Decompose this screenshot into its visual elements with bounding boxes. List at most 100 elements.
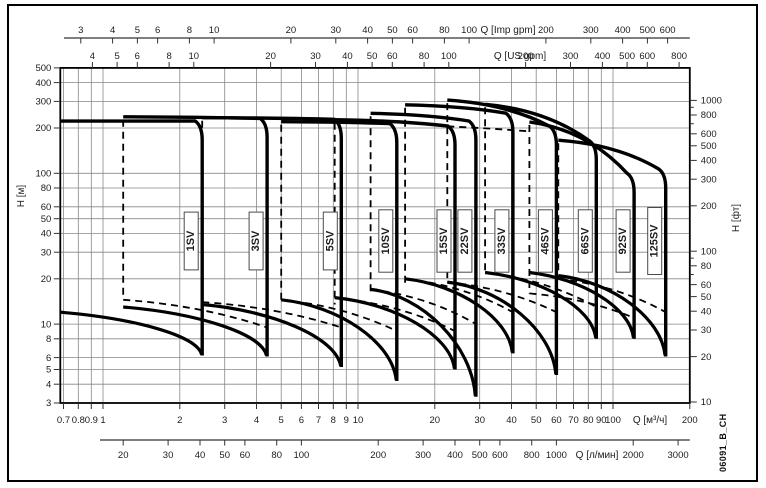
usgpm-axis-tick-label: 500: [619, 51, 635, 62]
pump-label-15sv: 15SV: [438, 227, 450, 255]
max-stage-envelope-curve-92sv: [529, 120, 636, 339]
bottom-axis-tick-label: 2: [177, 415, 182, 426]
impgpm-axis-title: Q [Imp gpm]: [480, 25, 535, 36]
pump-label-box-33sv: [494, 209, 510, 273]
max-stage-envelope-curve-1sv: [60, 119, 204, 356]
bottom-axis-tick-label: 7: [316, 415, 321, 426]
impgpm-axis-tick-label: 60: [407, 25, 418, 36]
usgpm-axis-tick-label: 50: [367, 51, 378, 62]
lmin-axis-tick-label: 800: [524, 450, 540, 461]
left-axis-tick-label: 300: [35, 97, 51, 108]
impgpm-axis-tick-label: 500: [639, 25, 655, 36]
left-axis-tick-label: 200: [35, 123, 51, 134]
max-stage-envelope-curve-15sv: [334, 118, 457, 370]
pump-label-box-125sv: [647, 207, 663, 275]
bottom-axis-tick-label: 1: [100, 415, 105, 426]
left-axis-tick-label: 8: [46, 334, 51, 345]
right-axis-tick-label: 1000: [701, 96, 722, 107]
bottom-axis-tick-label: 60: [551, 415, 562, 426]
min-head-dashed-curve-5sv: [202, 301, 342, 329]
usgpm-axis-tick-label: 600: [639, 51, 655, 62]
left-axis-tick-label: 20: [41, 274, 52, 285]
single-stage-curve-3sv: [123, 305, 269, 357]
bottom-axis-tick-label: 0.8: [72, 415, 85, 426]
pump-label-92sv: 92SV: [617, 227, 629, 255]
impgpm-axis-tick-label: 8: [187, 25, 192, 36]
bottom-axis-tick-label: 40: [506, 415, 517, 426]
right-axis-tick-label: 60: [701, 280, 712, 291]
right-axis-tick-label: 80: [701, 261, 712, 272]
left-axis-tick-label: 4: [46, 379, 51, 390]
impgpm-axis-tick-label: 10: [209, 25, 220, 36]
lmin-axis-tick-label: 30: [163, 450, 174, 461]
lmin-axis-tick-label: 60: [240, 450, 251, 461]
left-axis-tick-label: 40: [41, 229, 52, 240]
usgpm-axis-tick-label: 6: [135, 51, 140, 62]
right-axis-tick-label: 800: [701, 110, 717, 121]
lmin-axis-tick-label: 20: [118, 450, 129, 461]
right-axis-tick-label: 40: [701, 306, 712, 317]
left-axis-tick-label: 50: [41, 214, 52, 225]
lmin-axis-tick-label: 50: [219, 450, 230, 461]
left-axis-tick-label: 500: [35, 63, 51, 74]
usgpm-axis-tick-label: 20: [265, 51, 276, 62]
lmin-axis-title: Q [л/мин]: [576, 450, 619, 461]
usgpm-axis-tick-label: 200: [518, 51, 534, 62]
impgpm-axis-tick-label: 50: [387, 25, 398, 36]
left-axis-tick-label: 80: [41, 183, 52, 194]
right-axis-tick-label: 400: [701, 156, 717, 167]
single-stage-curve-66sv: [484, 270, 598, 339]
bottom-axis-tick-label: 6: [299, 415, 304, 426]
impgpm-axis-tick-label: 6: [155, 25, 160, 36]
pump-label-1sv: 1SV: [185, 230, 197, 251]
left-axis-tick-label: 400: [35, 78, 51, 89]
impgpm-axis-tick-label: 5: [135, 25, 140, 36]
single-stage-curve-1sv: [60, 310, 204, 356]
pump-label-box-1sv: [183, 211, 199, 271]
right-axis-tick-label: 200: [701, 201, 717, 212]
bottom-axis-tick-label: 20: [430, 415, 441, 426]
pump-label-10sv: 10SV: [380, 227, 392, 255]
pump-label-5sv: 5SV: [324, 230, 336, 251]
single-stage-curve-92sv: [529, 270, 636, 339]
right-axis-title: H [фт]: [730, 204, 742, 232]
outer-border: [7, 4, 758, 482]
pump-label-box-15sv: [436, 209, 452, 273]
pump-label-66sv: 66SV: [579, 227, 591, 255]
single-stage-curve-5sv: [202, 302, 343, 367]
dashed-boundary-segment: [447, 125, 530, 133]
impgpm-axis-tick-label: 40: [362, 25, 373, 36]
pump-label-33sv: 33SV: [496, 227, 508, 255]
bottom-axis-tick-label: 10: [353, 415, 364, 426]
lmin-axis-tick-label: 1000: [546, 450, 567, 461]
lmin-axis-tick-label: 400: [447, 450, 463, 461]
right-axis-tick-label: 30: [701, 325, 712, 336]
usgpm-axis-tick-label: 8: [166, 51, 171, 62]
bottom-axis-tick-label: 4: [254, 415, 259, 426]
impgpm-axis-tick-label: 4: [110, 25, 115, 36]
right-axis-tick-label: 10: [701, 397, 712, 408]
bottom-axis-tick-label: 0.9: [85, 415, 98, 426]
left-axis-tick-label: 5: [46, 365, 51, 376]
usgpm-axis-tick-label: 80: [419, 51, 430, 62]
bottom-axis-tick-label: 30: [474, 415, 485, 426]
right-axis-tick-label: 600: [701, 129, 717, 140]
right-axis-tick-label: 100: [701, 246, 717, 257]
max-stage-envelope-curve-22sv: [370, 111, 478, 397]
pump-label-125sv: 125SV: [649, 224, 661, 258]
usgpm-axis-tick-label: 400: [594, 51, 610, 62]
max-stage-envelope-curve-10sv: [281, 120, 399, 381]
bottom-axis-tick-label: 3: [222, 415, 227, 426]
lmin-axis-tick-label: 3000: [668, 450, 689, 461]
lmin-axis-tick-label: 40: [195, 450, 206, 461]
lmin-axis-tick-label: 80: [271, 450, 282, 461]
pump-label-box-3sv: [248, 211, 264, 271]
usgpm-axis-tick-label: 100: [441, 51, 457, 62]
left-axis-tick-label: 100: [35, 169, 51, 180]
left-axis-tick-label: 3: [46, 398, 51, 409]
left-axis-tick-label: 6: [46, 353, 51, 364]
bottom-axis-tick-label: 0.7: [57, 415, 70, 426]
pump-label-box-66sv: [577, 209, 593, 273]
